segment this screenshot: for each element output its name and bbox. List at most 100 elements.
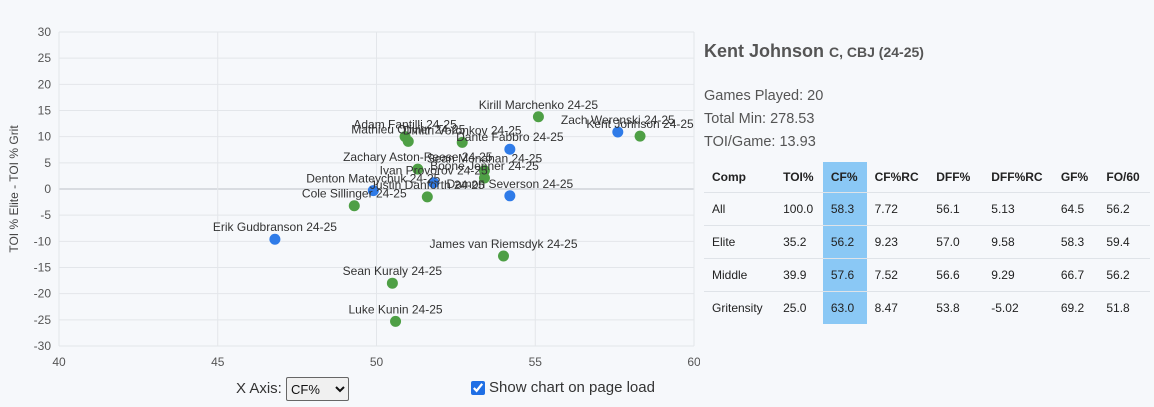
- data-point[interactable]: [612, 126, 624, 138]
- chart-grid: [58, 31, 695, 347]
- data-point[interactable]: [348, 200, 360, 212]
- data-point-label: Luke Kunin 24-25: [349, 302, 443, 316]
- y-tick-label: -25: [34, 313, 52, 327]
- data-point[interactable]: [504, 190, 516, 202]
- chart-controls: X Axis: CF% Show chart on page load: [0, 372, 700, 406]
- y-tick-label: -5: [40, 208, 51, 222]
- header-toi: TOI%: [783, 170, 814, 184]
- show-chart-toggle[interactable]: Show chart on page load: [471, 379, 655, 396]
- stats-table: Comp TOI% CF% CF%RC DFF% DFF%RC GF% FO/6…: [704, 162, 1150, 324]
- data-point-label: James van Riemsdyk 24-25: [429, 237, 577, 251]
- data-point[interactable]: [402, 135, 414, 147]
- cell-cf: 57.6: [822, 258, 867, 292]
- cell-comp: Gritensity: [704, 291, 776, 324]
- header-cf: CF%: [822, 162, 867, 193]
- data-point[interactable]: [634, 130, 646, 142]
- cell-dffrc: 5.13: [983, 192, 1053, 226]
- y-tick-label: 20: [38, 77, 52, 91]
- header-cfrc: CF%RC: [874, 170, 919, 184]
- cell-dff: 53.8: [928, 291, 984, 324]
- data-point-label: Kent Johnson 24-25: [586, 117, 694, 131]
- toi-per-game: TOI/Game: 13.93: [704, 134, 816, 150]
- data-point-label: Dante Fabbro 24-25: [456, 130, 564, 144]
- data-point[interactable]: [428, 177, 440, 189]
- cell-toi: 35.2: [775, 225, 823, 259]
- cell-toi: 25.0: [775, 291, 823, 324]
- data-point-label: Dmitri Voronkov 24-25: [403, 123, 522, 137]
- cell-toi: 100.0: [775, 192, 823, 226]
- y-tick-label: 15: [38, 104, 52, 118]
- x-tick-label: 45: [211, 355, 225, 369]
- data-point-label: Adam Fantilli 24-25: [353, 118, 457, 132]
- y-tick-label: 10: [38, 130, 52, 144]
- data-point[interactable]: [478, 172, 490, 184]
- data-point-label: Mathieu Olivier 24-25: [351, 122, 465, 136]
- table-row: Middle 39.9 57.6 7.52 56.6 9.29 66.7 56.…: [704, 258, 1150, 292]
- data-point-label: Damon Severson 24-25: [446, 177, 573, 191]
- cell-cfrc: 7.52: [866, 258, 929, 292]
- player-title: Kent Johnson C, CBJ (24-25): [704, 41, 924, 62]
- cell-comp: Elite: [704, 225, 776, 259]
- data-point[interactable]: [412, 163, 424, 175]
- data-point-label: Cole Sillinger 24-25: [302, 187, 407, 201]
- table-row: Elite 35.2 56.2 9.23 57.0 9.58 58.3 59.4: [704, 225, 1150, 259]
- cell-dff: 56.1: [928, 192, 984, 226]
- y-tick-label: 30: [38, 25, 52, 39]
- y-tick-label: 5: [44, 156, 51, 170]
- x-tick-label: 60: [687, 355, 700, 369]
- y-tick-label: -10: [34, 234, 52, 248]
- x-axis-select[interactable]: CF%: [286, 377, 349, 401]
- cell-fo60: 51.8: [1098, 291, 1150, 324]
- table-row: All 100.0 58.3 7.72 56.1 5.13 64.5 56.2: [704, 192, 1150, 226]
- data-point[interactable]: [532, 111, 544, 123]
- data-point-label: Justin Danforth 24-25: [370, 178, 485, 192]
- games-played: Games Played: 20: [704, 88, 824, 104]
- cell-fo60: 56.2: [1098, 192, 1150, 226]
- data-point-label: Denton Mateychuk 24-25: [306, 172, 440, 186]
- header-fo60: FO/60: [1106, 170, 1140, 184]
- cell-cfrc: 8.47: [866, 291, 929, 324]
- cell-fo60: 56.2: [1098, 258, 1150, 292]
- cell-comp: All: [704, 192, 776, 226]
- cell-dffrc: 9.29: [983, 258, 1053, 292]
- cell-gf: 69.2: [1052, 291, 1099, 324]
- total-min: Total Min: 278.53: [704, 111, 815, 127]
- data-point[interactable]: [269, 233, 281, 245]
- cell-dffrc: -5.02: [983, 291, 1053, 324]
- data-point[interactable]: [456, 136, 468, 148]
- data-point-label: Boone Jenner 24-25: [430, 159, 539, 173]
- x-tick-label: 40: [52, 355, 66, 369]
- y-tick-label: 25: [38, 51, 52, 65]
- data-point[interactable]: [390, 315, 402, 327]
- header-dffrc: DFF%RC: [991, 170, 1043, 184]
- y-tick-label: 0: [44, 182, 51, 196]
- cell-fo60: 59.4: [1098, 225, 1150, 259]
- data-point[interactable]: [498, 250, 509, 262]
- data-point-label: Zachary Aston-Reese 24-25: [343, 150, 493, 164]
- y-axis-label: TOI % Elite - TOI % Grit: [7, 125, 21, 253]
- header-gf: GF%: [1060, 170, 1089, 184]
- show-chart-checkbox[interactable]: [471, 380, 485, 395]
- data-point[interactable]: [386, 277, 398, 289]
- data-point-label: Kirill Marchenko 24-25: [479, 98, 599, 112]
- data-point-label: Sean Monahan 24-25: [427, 152, 543, 166]
- cell-cf: 63.0: [822, 291, 867, 324]
- data-point[interactable]: [504, 143, 516, 155]
- cell-gf: 66.7: [1052, 258, 1099, 292]
- cell-comp: Middle: [704, 258, 776, 292]
- data-point[interactable]: [421, 191, 433, 203]
- y-tick-label: -20: [34, 287, 52, 301]
- x-tick-label: 50: [370, 355, 384, 369]
- table-row: Gritensity 25.0 63.0 8.47 53.8 -5.02 69.…: [704, 291, 1150, 324]
- x-axis-select-label: X Axis:: [236, 380, 282, 397]
- cell-cfrc: 7.72: [866, 192, 929, 226]
- x-tick-label: 55: [529, 355, 543, 369]
- cell-cf: 58.3: [822, 192, 867, 226]
- data-point-label: Erik Gudbranson 24-25: [213, 220, 337, 234]
- data-point[interactable]: [367, 185, 379, 197]
- cell-cfrc: 9.23: [866, 225, 929, 259]
- cell-dffrc: 9.58: [983, 225, 1053, 259]
- header-dff: DFF%: [936, 170, 971, 184]
- cell-gf: 58.3: [1052, 225, 1099, 259]
